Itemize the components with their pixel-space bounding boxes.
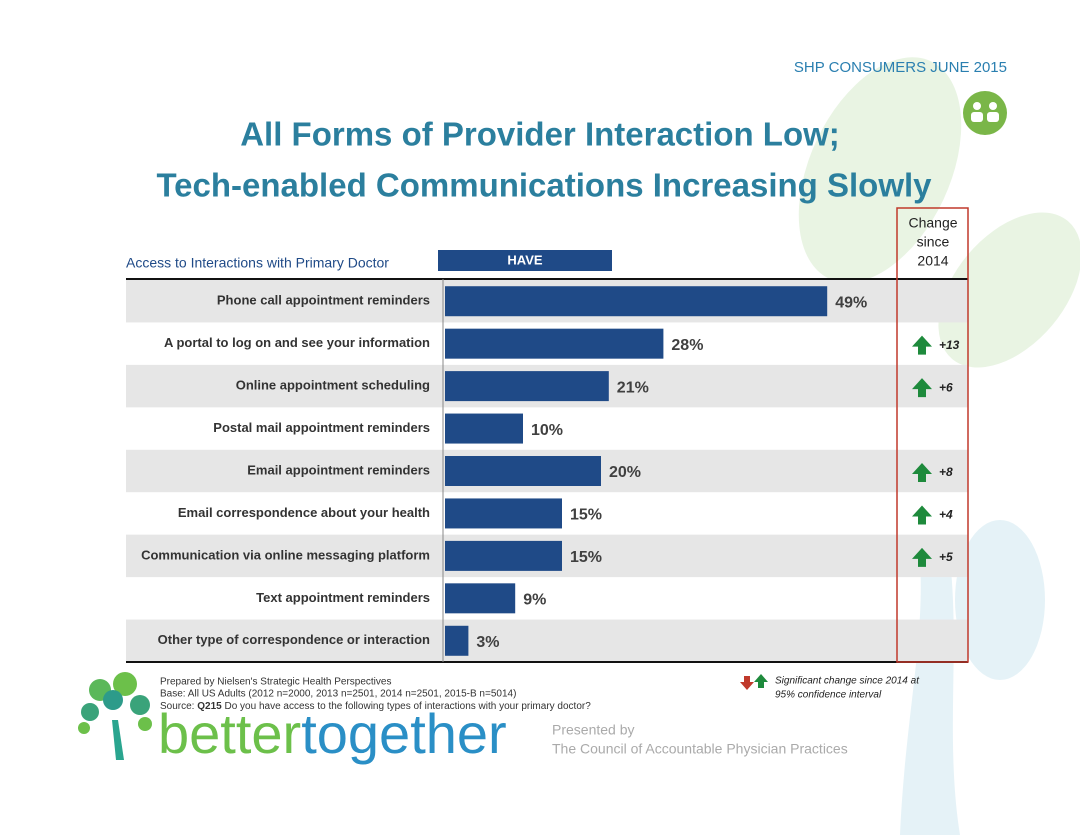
bar (445, 583, 516, 614)
change-header: Change (908, 215, 957, 231)
value-label: 21% (617, 379, 649, 396)
category-label: Online appointment scheduling (236, 378, 430, 393)
logo-text: bettertogether (158, 702, 507, 765)
legend-icons (740, 674, 768, 690)
presenter: The Council of Accountable Physician Pra… (552, 741, 848, 757)
legend-note: Significant change since 2014 at (775, 676, 920, 687)
bar (445, 540, 562, 571)
category-label: A portal to log on and see your informat… (164, 335, 430, 350)
bar (445, 498, 562, 529)
value-label: 49% (835, 294, 867, 311)
value-label: 9% (523, 592, 546, 609)
title-line: All Forms of Provider Interaction Low; (240, 116, 840, 153)
series-header-box (438, 250, 612, 271)
bar (445, 413, 523, 444)
change-arrow (912, 335, 932, 355)
footnote: Source: Q215 Do you have access to the f… (160, 701, 591, 712)
bar (445, 625, 469, 656)
bar (445, 371, 609, 402)
value-label: 15% (570, 507, 602, 524)
category-label: Email correspondence about your health (178, 505, 430, 520)
change-header: 2014 (917, 253, 948, 269)
value-label: 3% (476, 634, 499, 651)
footnote: Base: All US Adults (2012 n=2000, 2013 n… (160, 689, 516, 700)
logo-part: better (158, 702, 301, 765)
footnote-part: Do you have access to the following type… (225, 701, 592, 712)
footnote-part: Q215 (197, 701, 222, 712)
axis-label: Access to Interactions with Primary Doct… (126, 255, 389, 271)
change-label: +6 (939, 380, 953, 394)
category-label: Other type of correspondence or interact… (158, 632, 430, 647)
logo-part: together (301, 702, 507, 765)
value-label: 15% (570, 549, 602, 566)
rows: Phone call appointment reminders 49% A por… (126, 280, 968, 662)
value-label: 10% (531, 422, 563, 439)
change-label: +8 (939, 465, 953, 479)
bar (445, 286, 828, 317)
category-label: Text appointment reminders (256, 590, 430, 605)
row-band (126, 619, 968, 662)
series-name: HAVE (507, 252, 542, 267)
change-arrow (912, 505, 932, 525)
footnote-part: Source: (160, 701, 194, 712)
presented-by: Presented by (552, 722, 635, 738)
category-label: Communication via online messaging platf… (141, 547, 430, 562)
value-label: 28% (671, 337, 703, 354)
bar (445, 328, 664, 359)
change-label: +4 (939, 508, 953, 522)
header: SHP CONSUMERS JUNE 2015 (794, 59, 1007, 76)
title-line: Tech-enabled Communications Increasing S… (156, 167, 932, 204)
change-header: since (917, 234, 950, 250)
logo-badge (963, 91, 1007, 135)
change-label: +5 (939, 550, 953, 564)
category-label: Phone call appointment reminders (217, 293, 430, 308)
bar (445, 456, 601, 486)
logo-tree (78, 672, 152, 760)
change-arrow (912, 547, 932, 567)
category-label: Email appointment reminders (247, 462, 430, 477)
change-column-box (896, 207, 969, 663)
value-label: 20% (609, 464, 641, 481)
change-arrow (912, 463, 932, 482)
change-label: +13 (939, 338, 960, 352)
change-arrow (912, 378, 932, 398)
legend-note: 95% confidence interval (775, 690, 882, 701)
category-label: Postal mail appointment reminders (213, 420, 430, 435)
footnote: Prepared by Nielsen's Strategic Health P… (160, 677, 391, 688)
